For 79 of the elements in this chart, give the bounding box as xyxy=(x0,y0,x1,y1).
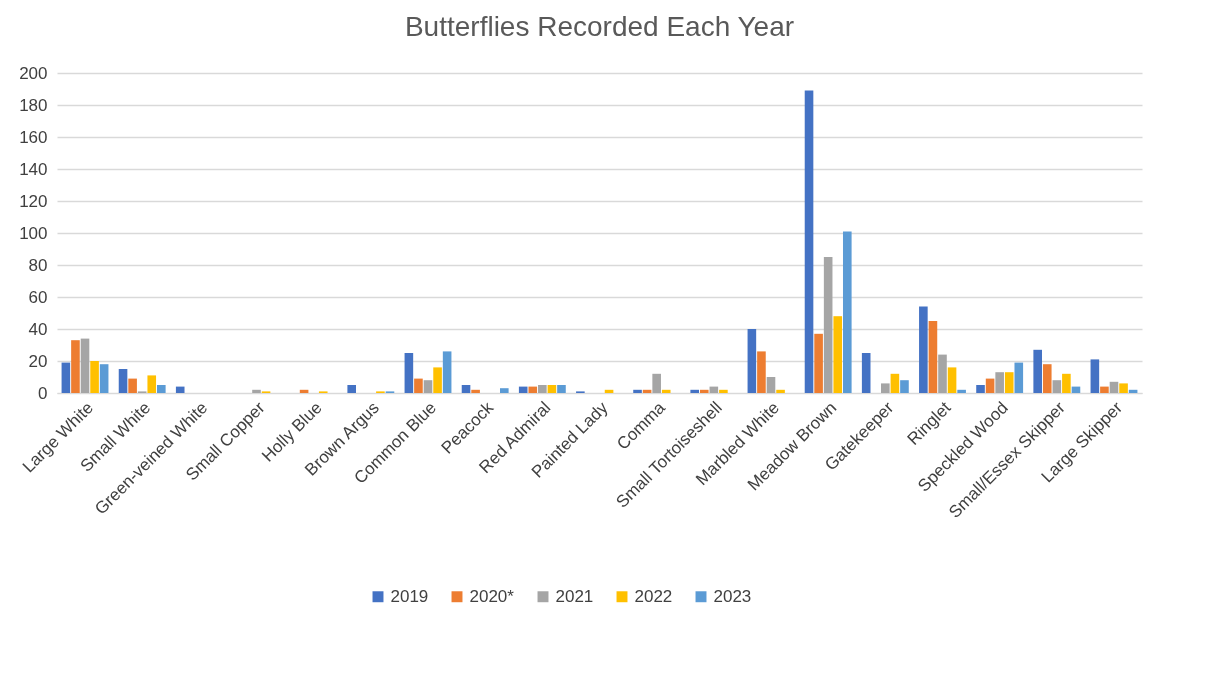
bar xyxy=(538,385,547,393)
bar xyxy=(157,385,166,393)
bar xyxy=(1014,362,1024,393)
legend-label: 2021 xyxy=(555,586,594,606)
legend-label: 2019 xyxy=(390,586,429,606)
bar xyxy=(938,354,947,393)
bar xyxy=(919,306,928,393)
bar xyxy=(947,367,957,393)
legend-label: 2022 xyxy=(634,586,673,606)
y-tick-label: 40 xyxy=(28,319,48,339)
bar xyxy=(1119,383,1128,393)
bar xyxy=(1109,381,1119,393)
y-tick-label: 160 xyxy=(19,127,48,147)
bar xyxy=(423,380,433,393)
y-tick-label: 60 xyxy=(28,287,48,307)
y-tick-label: 180 xyxy=(19,95,48,115)
bar xyxy=(1042,364,1052,393)
y-tick-label: 20 xyxy=(28,351,48,371)
bar xyxy=(633,389,642,393)
bar xyxy=(61,362,71,393)
bar xyxy=(547,385,557,393)
bar xyxy=(833,316,843,393)
bar xyxy=(719,389,728,393)
bar xyxy=(1033,349,1042,393)
bar xyxy=(976,385,985,393)
y-tick-label: 80 xyxy=(28,255,48,275)
bar xyxy=(404,353,414,393)
chart-title: Butterflies Recorded Each Year xyxy=(404,11,795,42)
y-tick-label: 140 xyxy=(19,159,48,179)
bar xyxy=(823,257,833,393)
bar xyxy=(814,333,823,393)
bar xyxy=(652,373,661,393)
y-tick-label: 120 xyxy=(19,191,48,211)
bar xyxy=(804,90,814,393)
bar xyxy=(1004,372,1014,393)
legend-label: 2023 xyxy=(713,586,752,606)
bar xyxy=(699,389,709,393)
bar xyxy=(957,389,966,393)
bar xyxy=(690,389,699,393)
bar xyxy=(518,386,528,393)
bar xyxy=(661,389,671,393)
bar xyxy=(99,364,109,393)
bar xyxy=(557,385,566,393)
bar xyxy=(90,361,99,393)
bar xyxy=(528,386,538,393)
y-tick-label: 100 xyxy=(19,223,48,243)
bar xyxy=(1062,373,1071,393)
bar xyxy=(1052,380,1062,393)
bar xyxy=(175,386,185,393)
bar xyxy=(985,378,995,393)
bar xyxy=(252,389,261,393)
y-tick-label: 0 xyxy=(38,383,48,403)
bar xyxy=(928,321,938,393)
bar xyxy=(900,380,909,393)
bar xyxy=(80,338,90,393)
bar xyxy=(776,389,785,393)
bar xyxy=(1100,386,1109,393)
bar xyxy=(861,353,871,393)
y-tick-label: 200 xyxy=(19,63,48,83)
bar xyxy=(747,329,757,393)
bar xyxy=(471,389,480,393)
bar xyxy=(500,388,509,393)
bar xyxy=(842,231,852,393)
bar xyxy=(890,373,900,393)
bar xyxy=(461,385,471,393)
bar xyxy=(147,375,157,393)
bar xyxy=(1090,359,1100,393)
bar xyxy=(347,385,357,393)
bar xyxy=(433,367,442,393)
bar xyxy=(414,378,423,393)
bar xyxy=(442,351,452,393)
bar xyxy=(118,369,128,393)
bar xyxy=(71,340,80,393)
bar xyxy=(995,372,1004,393)
bar xyxy=(128,378,137,393)
legend-label: 2020* xyxy=(469,586,515,606)
bar xyxy=(757,351,766,393)
bar xyxy=(881,383,890,393)
bar xyxy=(766,377,776,393)
